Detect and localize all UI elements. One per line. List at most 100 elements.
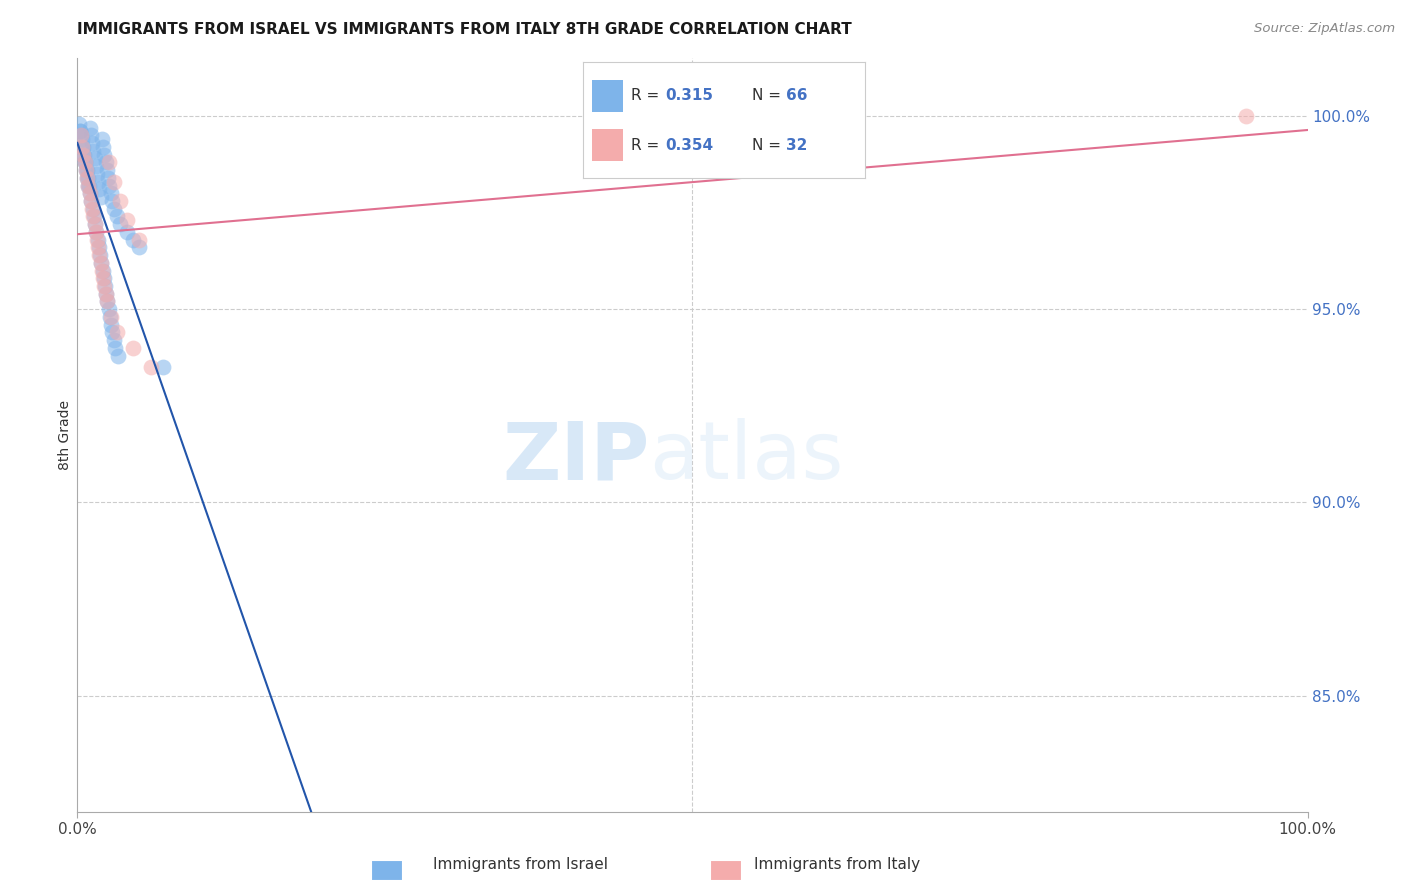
Point — [70, 140, 93, 154]
Point — [110, 217, 132, 231]
Point — [80, 128, 103, 143]
Point — [103, 202, 125, 216]
Point — [90, 190, 112, 204]
Text: 66: 66 — [786, 88, 807, 103]
Point — [96, 163, 118, 178]
Text: 0.315: 0.315 — [665, 88, 713, 103]
Point — [73, 147, 96, 161]
Point — [87, 175, 110, 189]
Point — [70, 128, 93, 143]
Point — [82, 202, 104, 216]
Text: Immigrants from Israel: Immigrants from Israel — [433, 857, 607, 872]
Point — [82, 136, 104, 150]
Point — [98, 178, 121, 193]
Point — [72, 147, 94, 161]
Point — [89, 182, 111, 196]
Point — [152, 360, 174, 375]
Point — [80, 194, 103, 208]
Text: 0.354: 0.354 — [665, 137, 713, 153]
Point — [100, 310, 122, 324]
Point — [70, 132, 93, 146]
Text: 32: 32 — [786, 137, 807, 153]
Point — [90, 256, 112, 270]
Point — [75, 163, 97, 178]
Point — [70, 140, 93, 154]
Point — [83, 217, 105, 231]
Point — [72, 140, 94, 154]
Point — [69, 124, 91, 138]
Point — [101, 194, 124, 208]
Point — [86, 233, 108, 247]
Point — [84, 217, 107, 231]
Point — [101, 326, 124, 340]
Text: Source: ZipAtlas.com: Source: ZipAtlas.com — [1254, 22, 1395, 36]
Point — [96, 294, 118, 309]
Point — [94, 279, 117, 293]
Point — [84, 159, 107, 173]
Point — [110, 194, 132, 208]
Point — [75, 163, 97, 178]
Point — [93, 271, 115, 285]
Point — [77, 178, 100, 193]
Point — [100, 318, 122, 332]
Point — [121, 233, 143, 247]
Point — [80, 194, 103, 208]
Point — [115, 213, 138, 227]
Point — [105, 210, 128, 224]
Point — [1234, 109, 1257, 123]
Point — [69, 124, 91, 138]
Point — [97, 302, 120, 317]
Point — [89, 248, 111, 262]
Point — [104, 341, 127, 355]
Y-axis label: 8th Grade: 8th Grade — [58, 400, 72, 470]
Point — [103, 333, 125, 347]
Point — [84, 225, 107, 239]
Point — [90, 132, 114, 146]
Point — [115, 225, 138, 239]
Point — [94, 286, 117, 301]
Point — [67, 117, 90, 131]
Point — [89, 248, 111, 262]
Text: R =: R = — [631, 88, 665, 103]
Point — [86, 225, 108, 239]
Point — [73, 155, 96, 169]
Point — [90, 263, 114, 277]
Point — [76, 163, 98, 178]
Point — [79, 186, 101, 201]
Point — [128, 240, 150, 254]
Point — [93, 279, 115, 293]
Point — [79, 186, 101, 201]
Bar — [592, 79, 623, 112]
Point — [82, 202, 104, 216]
Point — [77, 178, 100, 193]
Point — [107, 349, 129, 363]
Point — [83, 210, 105, 224]
Point — [87, 240, 110, 254]
Text: IMMIGRANTS FROM ISRAEL VS IMMIGRANTS FROM ITALY 8TH GRADE CORRELATION CHART: IMMIGRANTS FROM ISRAEL VS IMMIGRANTS FRO… — [77, 22, 852, 37]
Point — [82, 144, 104, 158]
Text: ZIP: ZIP — [502, 418, 650, 497]
Text: N =: N = — [752, 88, 786, 103]
Point — [93, 147, 115, 161]
Text: Immigrants from Italy: Immigrants from Italy — [754, 857, 920, 872]
Point — [76, 170, 98, 185]
Point — [103, 175, 125, 189]
Point — [90, 256, 112, 270]
Point — [98, 310, 121, 324]
Text: R =: R = — [631, 137, 665, 153]
Point — [91, 263, 114, 277]
Point — [97, 170, 120, 185]
Point — [76, 170, 98, 185]
Point — [141, 360, 163, 375]
Point — [72, 147, 94, 161]
Text: atlas: atlas — [650, 418, 844, 497]
Point — [128, 233, 150, 247]
Point — [100, 186, 122, 201]
Point — [98, 155, 121, 169]
Point — [79, 120, 101, 135]
Point — [73, 155, 96, 169]
Point — [96, 286, 118, 301]
Bar — [592, 129, 623, 161]
Point — [87, 240, 110, 254]
Point — [91, 140, 114, 154]
